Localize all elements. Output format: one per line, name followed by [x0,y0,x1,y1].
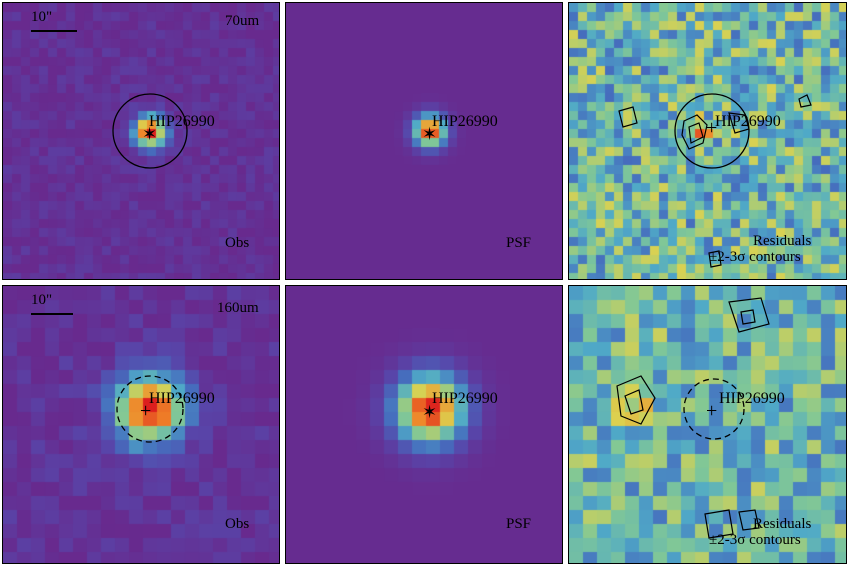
contour-label: ±2-3σ contours [709,249,801,265]
overlay-160um-obs: + [31,313,184,443]
panel-label: Obs [225,516,250,532]
band-label: 70um [225,13,260,29]
cross-marker: + [706,400,717,422]
scale-label: 10" [31,9,53,25]
contour [704,509,734,539]
contour [618,106,638,128]
image-70um-residual [569,3,846,279]
contour [624,389,644,415]
contour [728,297,770,333]
overlay-70um-obs: ✶ [31,30,188,169]
aperture-circle [674,93,750,169]
contour [738,509,760,531]
star-marker: ✶ [422,402,437,422]
cross-marker: + [706,117,717,139]
band-label: 160um [217,300,259,316]
image-160um-residual [569,286,846,563]
contour [681,114,708,150]
source-label: HIP26990 [149,113,215,130]
panel-label: Obs [225,235,250,251]
overlay-160um-psf: ✶ [422,402,437,422]
overlay-70um-residual: + [618,93,812,268]
source-label: HIP26990 [715,113,781,130]
aperture-circle-dashed [683,378,745,440]
panel-160um-obs: + 10" 160um HIP26990 Obs [2,285,280,564]
contour [688,122,704,144]
contour-label: ±2-3σ contours [709,532,801,548]
panel-160um-residual: + HIP26990 Residuals ±2-3σ contours [568,285,847,564]
residual-label: Residuals [753,516,812,532]
overlay-160um-residual: + [616,297,770,539]
aperture-circle [112,93,188,169]
star-marker: ✶ [422,124,437,144]
panel-160um-psf: ✶ HIP26990 PSF [285,285,563,564]
panel-70um-psf: ✶ HIP26990 PSF [285,2,563,280]
image-160um-psf [286,286,562,563]
cross-marker: + [140,400,151,422]
contour [708,250,722,268]
image-70um-obs [3,3,279,279]
contour [740,309,756,325]
image-70um-psf [286,3,562,279]
image-160um-obs [3,286,279,563]
panel-70um-obs: ✶ 10" 70um HIP26990 Obs [2,2,280,280]
source-label: HIP26990 [719,390,785,407]
source-label: HIP26990 [149,390,215,407]
residual-label: Residuals [753,233,812,249]
contour [728,112,750,134]
scale-label: 10" [31,292,53,308]
panel-label: PSF [506,235,532,251]
panel-70um-residual: + HIP26990 Residuals ±2-3σ contours [568,2,847,280]
contour [616,375,656,425]
source-label: HIP26990 [432,390,498,407]
contour [798,94,812,108]
panel-label: PSF [506,516,532,532]
source-label: HIP26990 [432,113,498,130]
overlay-70um-psf: ✶ [422,124,437,144]
star-marker: ✶ [142,124,157,144]
aperture-circle-dashed [116,375,184,443]
